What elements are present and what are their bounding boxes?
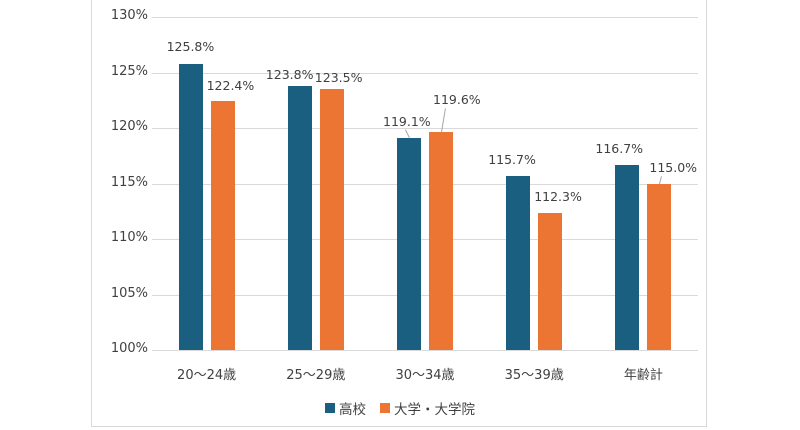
gridline xyxy=(152,350,698,351)
bar-high-school-2 xyxy=(397,137,421,350)
data-label: 119.6% xyxy=(433,92,481,108)
y-tick-label: 130% xyxy=(110,8,148,23)
data-label: 122.4% xyxy=(206,78,255,94)
data-label: 123.5% xyxy=(314,70,363,86)
bar-high-school-3 xyxy=(506,175,531,350)
y-tick-label: 100% xyxy=(110,341,148,356)
bar-university-1 xyxy=(319,89,344,350)
gridline xyxy=(152,72,698,74)
x-category-label: 20～24歳 xyxy=(177,368,237,383)
data-label: 116.7% xyxy=(595,140,644,156)
data-label: 123.8% xyxy=(265,66,314,82)
data-label: 119.1% xyxy=(383,113,431,129)
gridline xyxy=(152,17,698,18)
x-category-label: 35～39歳 xyxy=(504,368,564,383)
bar-university-2 xyxy=(429,132,453,350)
x-category-label: 30～34歳 xyxy=(395,368,455,383)
y-tick-label: 105% xyxy=(110,285,148,301)
data-label: 112.3% xyxy=(534,189,582,205)
y-tick-label: 110% xyxy=(110,230,148,245)
legend-label-university: 大学・大学院 xyxy=(394,402,475,418)
bar-university-0 xyxy=(210,101,235,350)
y-tick-label: 125% xyxy=(110,63,148,79)
legend-item-university: 大学・大学院 xyxy=(380,398,475,418)
legend-swatch-university xyxy=(380,403,390,413)
legend-swatch-high-school xyxy=(325,403,335,413)
bar-university-4 xyxy=(647,183,672,350)
gridline xyxy=(152,294,698,296)
chart-legend: 高校 大学・大学院 xyxy=(0,398,800,418)
y-tick-label: 120% xyxy=(110,119,148,134)
legend-label-high-school: 高校 xyxy=(339,402,366,418)
bar-high-school-1 xyxy=(287,85,312,350)
gridline xyxy=(152,128,698,129)
legend-item-high-school: 高校 xyxy=(325,398,366,418)
x-category-label: 25～29歳 xyxy=(286,368,346,383)
data-label: 115.0% xyxy=(649,159,698,175)
y-tick-label: 115% xyxy=(110,174,148,190)
gridline xyxy=(152,183,698,185)
x-category-label: 年齢計 xyxy=(623,368,663,383)
gridline xyxy=(152,239,698,240)
bar-high-school-0 xyxy=(178,63,203,350)
data-label: 115.7% xyxy=(488,151,536,167)
bar-university-3 xyxy=(538,213,563,350)
bar-high-school-4 xyxy=(615,164,640,350)
data-label: 125.8% xyxy=(166,38,215,54)
